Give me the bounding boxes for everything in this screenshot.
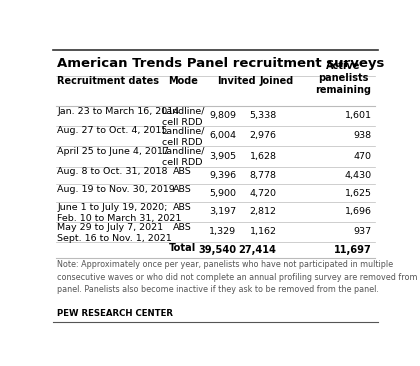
Text: Landline/
cell RDD: Landline/ cell RDD xyxy=(161,107,205,127)
Text: 3,905: 3,905 xyxy=(209,152,236,161)
Text: 937: 937 xyxy=(353,227,372,236)
Text: Mode: Mode xyxy=(168,76,198,86)
Text: 4,720: 4,720 xyxy=(249,188,276,198)
Text: 9,396: 9,396 xyxy=(209,171,236,180)
Text: 1,625: 1,625 xyxy=(344,188,372,198)
Text: 1,329: 1,329 xyxy=(209,227,236,236)
Text: 1,601: 1,601 xyxy=(344,111,372,120)
Text: Invited: Invited xyxy=(217,76,256,86)
Text: ABS: ABS xyxy=(173,203,192,212)
Text: Note: Approximately once per year, panelists who have not participated in multip: Note: Approximately once per year, panel… xyxy=(58,260,420,294)
Text: 27,414: 27,414 xyxy=(239,244,276,255)
Text: Aug. 19 to Nov. 30, 2019: Aug. 19 to Nov. 30, 2019 xyxy=(58,185,175,194)
Text: April 25 to June 4, 2017: April 25 to June 4, 2017 xyxy=(58,147,169,156)
Text: ABS: ABS xyxy=(173,223,192,232)
Text: 2,976: 2,976 xyxy=(249,131,276,140)
Text: Jan. 23 to March 16, 2014: Jan. 23 to March 16, 2014 xyxy=(58,107,180,116)
Text: Total: Total xyxy=(169,243,196,253)
Text: Landline/
cell RDD: Landline/ cell RDD xyxy=(161,147,205,167)
Text: Aug. 27 to Oct. 4, 2015: Aug. 27 to Oct. 4, 2015 xyxy=(58,127,168,135)
Text: June 1 to July 19, 2020;
Feb. 10 to March 31, 2021: June 1 to July 19, 2020; Feb. 10 to Marc… xyxy=(58,203,182,223)
Text: May 29 to July 7, 2021
Sept. 16 to Nov. 1, 2021: May 29 to July 7, 2021 Sept. 16 to Nov. … xyxy=(58,223,172,243)
Text: Aug. 8 to Oct. 31, 2018: Aug. 8 to Oct. 31, 2018 xyxy=(58,167,168,176)
Text: American Trends Panel recruitment surveys: American Trends Panel recruitment survey… xyxy=(58,57,385,70)
Text: Landline/
cell RDD: Landline/ cell RDD xyxy=(161,127,205,147)
Text: Joined: Joined xyxy=(259,76,294,86)
Text: Active
panelists
remaining: Active panelists remaining xyxy=(315,61,372,95)
Text: PEW RESEARCH CENTER: PEW RESEARCH CENTER xyxy=(58,309,173,318)
Text: 5,338: 5,338 xyxy=(249,111,276,120)
Text: ABS: ABS xyxy=(173,185,192,194)
Text: Recruitment dates: Recruitment dates xyxy=(58,76,159,86)
Text: 938: 938 xyxy=(353,131,372,140)
Text: 1,162: 1,162 xyxy=(249,227,276,236)
Text: 1,696: 1,696 xyxy=(344,208,372,216)
Text: ABS: ABS xyxy=(173,167,192,176)
Text: 470: 470 xyxy=(354,152,372,161)
Text: 9,809: 9,809 xyxy=(210,111,236,120)
Text: 4,430: 4,430 xyxy=(344,171,372,180)
Text: 8,778: 8,778 xyxy=(249,171,276,180)
Text: 11,697: 11,697 xyxy=(334,244,372,255)
Text: 6,004: 6,004 xyxy=(210,131,236,140)
Text: 3,197: 3,197 xyxy=(209,208,236,216)
Text: 5,900: 5,900 xyxy=(210,188,236,198)
Text: 39,540: 39,540 xyxy=(198,244,236,255)
Text: 2,812: 2,812 xyxy=(249,208,276,216)
Text: 1,628: 1,628 xyxy=(249,152,276,161)
